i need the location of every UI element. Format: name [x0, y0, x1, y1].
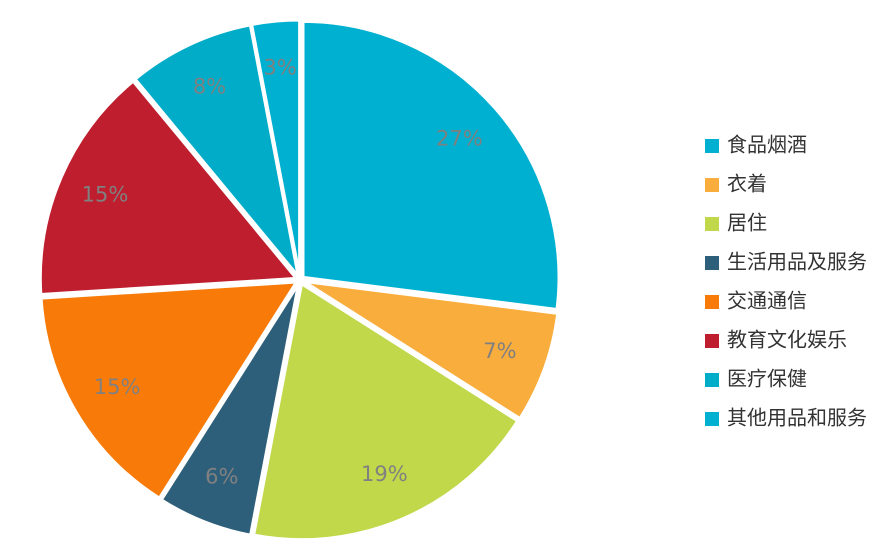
- legend-label: 其他用品和服务: [727, 406, 867, 430]
- pie-slice: [251, 281, 520, 542]
- data-label: 7%: [483, 339, 516, 363]
- legend-swatch: [705, 295, 719, 309]
- legend-swatch: [705, 256, 719, 270]
- pie-slice: [39, 280, 300, 501]
- data-label: 15%: [82, 183, 129, 207]
- legend-swatch: [705, 139, 719, 153]
- legend-label: 生活用品及服务: [727, 250, 867, 274]
- data-label: 6%: [205, 465, 238, 489]
- data-label: 27%: [436, 126, 483, 150]
- legend-swatch: [705, 412, 719, 426]
- pie-slice: [302, 279, 560, 421]
- pie-slice: [301, 19, 561, 312]
- legend-label: 教育文化娱乐: [727, 328, 847, 352]
- data-label: 19%: [361, 462, 408, 486]
- legend-label: 食品烟酒: [727, 133, 807, 157]
- pie-slice: [133, 23, 300, 278]
- legend-swatch: [705, 217, 719, 231]
- pie-slice: [249, 18, 302, 277]
- data-label: 3%: [263, 55, 296, 79]
- legend-swatch: [705, 373, 719, 387]
- legend-swatch: [705, 334, 719, 348]
- legend-label: 医疗保健: [727, 367, 807, 391]
- data-label: 8%: [193, 75, 226, 99]
- data-label: 15%: [94, 375, 141, 399]
- legend-label: 交通通信: [727, 289, 807, 313]
- pie-slice: [38, 79, 300, 297]
- legend-label: 衣着: [727, 172, 767, 196]
- pie-slice: [159, 282, 301, 537]
- legend-swatch: [705, 178, 719, 192]
- legend-label: 居住: [727, 211, 767, 235]
